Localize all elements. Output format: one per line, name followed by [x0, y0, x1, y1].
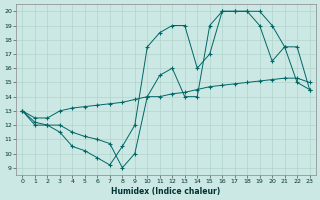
X-axis label: Humidex (Indice chaleur): Humidex (Indice chaleur): [111, 187, 221, 196]
